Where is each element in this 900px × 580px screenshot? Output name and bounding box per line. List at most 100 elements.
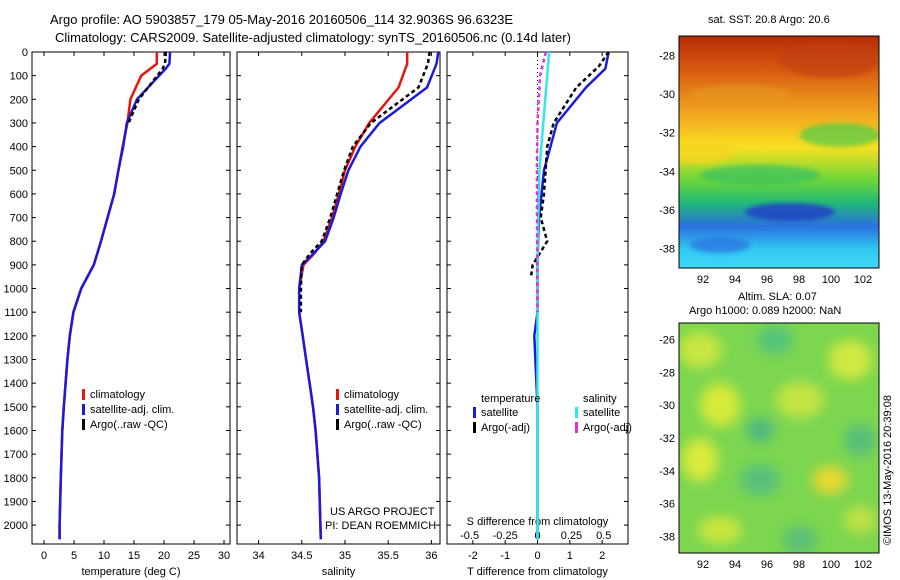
y-tick-label: 1200 — [4, 331, 28, 343]
x-tick-label: 0 — [41, 550, 47, 562]
x-tick-label: 1 — [567, 550, 573, 562]
legend-label: climatology — [344, 389, 400, 401]
y-tick-label: 100 — [10, 71, 28, 83]
y-tick-label: 1600 — [4, 425, 28, 437]
sla-map — [679, 323, 879, 553]
y-tick-label: 600 — [10, 189, 28, 201]
x-axis-label: temperature (deg C) — [81, 566, 180, 578]
y-tick-label: 300 — [10, 118, 28, 130]
map-x-tick-label: 98 — [793, 559, 805, 571]
x-tick-label: 5 — [71, 550, 77, 562]
series-line — [127, 51, 168, 124]
x-tick2-label: -0.25 — [493, 530, 518, 542]
y-tick-label: 1800 — [4, 473, 28, 485]
legend-title: temperature — [481, 393, 540, 405]
y-tick-label: 1300 — [4, 355, 28, 367]
legend-swatch — [82, 389, 85, 400]
map-x-tick-label: 100 — [822, 559, 840, 571]
map-x-tick-label: 92 — [697, 559, 709, 571]
map-x-tick-label: 100 — [822, 274, 840, 286]
legend-label: Argo(-adj) — [583, 422, 632, 434]
project-label: US ARGO PROJECT — [330, 506, 435, 518]
x-axis-label: T difference from climatology — [467, 566, 608, 578]
legend-swatch — [82, 404, 85, 415]
y-tick-label: 1500 — [4, 402, 28, 414]
map-y-tick-label: -36 — [659, 205, 675, 217]
x-tick-label: -1 — [500, 550, 510, 562]
series-line — [58, 51, 172, 540]
legend-label: Argo(-adj) — [481, 422, 530, 434]
panel-1-frame — [31, 51, 231, 545]
series-line — [536, 51, 551, 540]
series-line — [297, 52, 409, 540]
x-tick2-label: -0.5 — [460, 530, 479, 542]
y-tick-label: 1400 — [4, 378, 28, 390]
imos-timestamp: ©IMOS 13-May-2016 20:39:08 — [882, 395, 894, 545]
x-tick2-label: 0.5 — [596, 530, 611, 542]
x-tick2-label: 0.25 — [561, 530, 582, 542]
map-x-tick-label: 92 — [697, 274, 709, 286]
legend-swatch — [336, 404, 339, 415]
series-line — [58, 52, 159, 540]
series-line — [299, 51, 431, 313]
x-tick-label: 34.5 — [291, 550, 312, 562]
y-tick-label: 1900 — [4, 496, 28, 508]
legend-label: satellite — [481, 407, 518, 419]
map-y-tick-label: -30 — [659, 400, 675, 412]
map-y-tick-label: -26 — [659, 334, 675, 346]
map-x-tick-label: 96 — [761, 559, 773, 571]
x-tick-label: 30 — [218, 550, 230, 562]
legend-title: salinity — [583, 393, 617, 405]
map-x-tick-label: 98 — [793, 274, 805, 286]
y-tick-label: 700 — [10, 213, 28, 225]
sst-map — [679, 36, 879, 268]
legend-label: satellite-adj. clim. — [344, 404, 428, 416]
x-tick-label: 34 — [252, 550, 264, 562]
map-y-tick-label: -28 — [659, 367, 675, 379]
map-y-tick-label: -30 — [659, 89, 675, 101]
legend-swatch — [82, 419, 85, 430]
legend-label: satellite-adj. clim. — [90, 404, 174, 416]
legend-label: Argo(..raw -QC) — [90, 419, 168, 431]
legend-swatch — [575, 422, 578, 433]
legend-label: climatology — [90, 389, 146, 401]
panel-2-frame — [236, 51, 441, 545]
x-tick-label: 36 — [425, 550, 437, 562]
pi-label: PI: DEAN ROEMMICH — [325, 520, 437, 532]
x-tick-label: 20 — [158, 550, 170, 562]
map-x-tick-label: 102 — [854, 559, 872, 571]
profile-title: Argo profile: AO 5903857_179 05-May-2016… — [50, 12, 514, 27]
x-tick-label: 2 — [599, 550, 605, 562]
legend-swatch — [336, 419, 339, 430]
sla-subtitle: Argo h1000: 0.089 h2000: NaN — [689, 305, 842, 317]
map-y-tick-label: -38 — [659, 532, 675, 544]
x-axis-label: salinity — [322, 566, 356, 578]
x-tick-label: -2 — [468, 550, 478, 562]
y-tick-label: 800 — [10, 236, 28, 248]
x-tick-label: 10 — [98, 550, 110, 562]
y-tick-label: 900 — [10, 260, 28, 272]
map-x-tick-label: 94 — [729, 274, 741, 286]
y-tick-label: 200 — [10, 94, 28, 106]
x-tick-label: 35 — [339, 550, 351, 562]
map-y-tick-label: -28 — [659, 50, 675, 62]
legend-swatch — [473, 407, 476, 418]
map-x-tick-label: 96 — [761, 274, 773, 286]
y-tick-label: 400 — [10, 142, 28, 154]
sst-title: sat. SST: 20.8 Argo: 20.6 — [708, 14, 830, 26]
map-y-tick-label: -34 — [659, 166, 675, 178]
legend-swatch — [473, 422, 476, 433]
map-y-tick-label: -38 — [659, 244, 675, 256]
x-tick-label: 25 — [188, 550, 200, 562]
legend-label: satellite — [583, 407, 620, 419]
legend-label: Argo(..raw -QC) — [344, 419, 422, 431]
y-tick-label: 1700 — [4, 449, 28, 461]
map-y-tick-label: -34 — [659, 466, 675, 478]
y-tick-label: 500 — [10, 165, 28, 177]
y-tick-label: 1100 — [4, 307, 28, 319]
legend-swatch — [336, 389, 339, 400]
x-tick-label: 0 — [534, 550, 540, 562]
map-x-tick-label: 94 — [729, 559, 741, 571]
series-line — [533, 51, 610, 540]
